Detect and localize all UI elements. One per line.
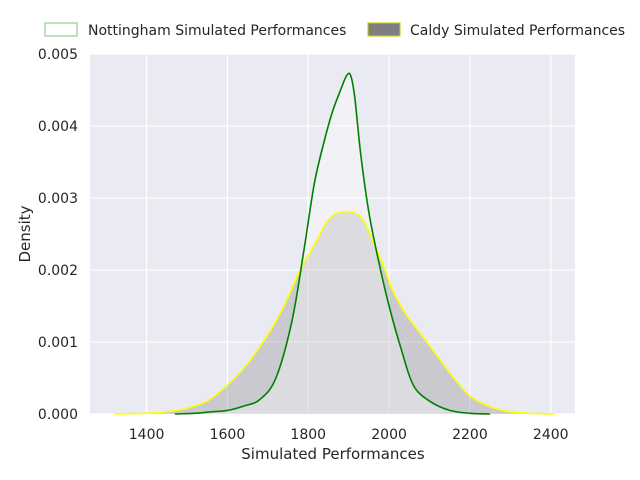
y-axis-label: Density bbox=[16, 205, 34, 262]
density-lines bbox=[114, 72, 555, 415]
legend-swatch-caldy bbox=[367, 22, 401, 37]
x-tick-label: 1400 bbox=[129, 427, 165, 443]
y-tick-label: 0.005 bbox=[38, 47, 78, 63]
legend: Nottingham Simulated Performances Caldy … bbox=[44, 22, 625, 39]
x-axis-label: Simulated Performances bbox=[241, 445, 425, 463]
y-tick-label: 0.004 bbox=[38, 119, 78, 135]
y-axis-ticks: 0.000 0.001 0.002 0.003 0.004 0.005 bbox=[38, 47, 78, 423]
x-tick-label: 2400 bbox=[533, 427, 569, 443]
y-tick-label: 0.001 bbox=[38, 335, 78, 351]
grid-lines bbox=[90, 53, 575, 415]
x-tick-label: 2200 bbox=[452, 427, 488, 443]
x-axis-ticks: 1400 1600 1800 2000 2200 2400 bbox=[129, 427, 569, 443]
x-tick-label: 1800 bbox=[290, 427, 326, 443]
density-line-caldy bbox=[114, 210, 555, 415]
density-line-nottingham bbox=[174, 72, 491, 415]
y-tick-label: 0.000 bbox=[38, 407, 78, 423]
y-tick-label: 0.002 bbox=[38, 263, 78, 279]
x-tick-label: 2000 bbox=[371, 427, 407, 443]
density-area-caldy bbox=[114, 211, 555, 414]
x-tick-label: 1600 bbox=[210, 427, 246, 443]
density-areas bbox=[114, 73, 555, 414]
legend-label-nottingham: Nottingham Simulated Performances bbox=[88, 23, 346, 39]
legend-label-caldy: Caldy Simulated Performances bbox=[410, 23, 625, 39]
legend-swatch-nottingham bbox=[44, 22, 78, 37]
density-area-nottingham bbox=[174, 73, 491, 414]
y-tick-label: 0.003 bbox=[38, 191, 78, 207]
